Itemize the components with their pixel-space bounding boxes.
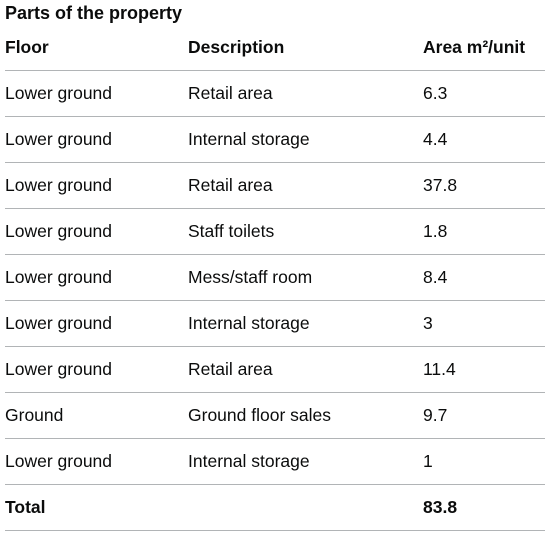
table-row: Lower ground Staff toilets 1.8 <box>5 208 545 255</box>
table-row: Lower ground Mess/staff room 8.4 <box>5 254 545 301</box>
total-description <box>188 484 423 531</box>
cell-floor: Lower ground <box>5 346 188 393</box>
cell-description: Retail area <box>188 346 423 393</box>
property-parts-table: Floor Description Area m²/unit Lower gro… <box>5 25 545 531</box>
header-description: Description <box>188 25 423 71</box>
cell-area: 6.3 <box>423 70 545 117</box>
cell-floor: Lower ground <box>5 208 188 255</box>
header-floor: Floor <box>5 25 188 71</box>
cell-floor: Ground <box>5 392 188 439</box>
cell-floor: Lower ground <box>5 116 188 163</box>
table-row: Lower ground Retail area 37.8 <box>5 162 545 209</box>
cell-description: Ground floor sales <box>188 392 423 439</box>
cell-description: Retail area <box>188 162 423 209</box>
cell-area: 8.4 <box>423 254 545 301</box>
cell-area: 11.4 <box>423 346 545 393</box>
table-body: Lower ground Retail area 6.3 Lower groun… <box>5 70 545 531</box>
cell-area: 37.8 <box>423 162 545 209</box>
total-row: Total 83.8 <box>5 484 545 531</box>
table-caption: Parts of the property <box>5 3 183 23</box>
cell-description: Internal storage <box>188 438 423 485</box>
header-row: Floor Description Area m²/unit <box>5 25 545 71</box>
cell-area: 1.8 <box>423 208 545 255</box>
table-row: Lower ground Retail area 11.4 <box>5 346 545 393</box>
total-label: Total <box>5 484 188 531</box>
cell-area: 1 <box>423 438 545 485</box>
table-row: Ground Ground floor sales 9.7 <box>5 392 545 439</box>
cell-floor: Lower ground <box>5 300 188 347</box>
cell-floor: Lower ground <box>5 162 188 209</box>
cell-floor: Lower ground <box>5 438 188 485</box>
cell-area: 3 <box>423 300 545 347</box>
table-row: Lower ground Retail area 6.3 <box>5 70 545 117</box>
table-row: Lower ground Internal storage 3 <box>5 300 545 347</box>
cell-floor: Lower ground <box>5 70 188 117</box>
cell-description: Internal storage <box>188 116 423 163</box>
cell-description: Internal storage <box>188 300 423 347</box>
cell-area: 9.7 <box>423 392 545 439</box>
cell-area: 4.4 <box>423 116 545 163</box>
table-row: Lower ground Internal storage 1 <box>5 438 545 485</box>
table-row: Lower ground Internal storage 4.4 <box>5 116 545 163</box>
header-area: Area m²/unit <box>423 25 545 71</box>
cell-description: Retail area <box>188 70 423 117</box>
cell-description: Staff toilets <box>188 208 423 255</box>
cell-floor: Lower ground <box>5 254 188 301</box>
total-area: 83.8 <box>423 484 545 531</box>
cell-description: Mess/staff room <box>188 254 423 301</box>
table-header: Floor Description Area m²/unit <box>5 25 545 71</box>
